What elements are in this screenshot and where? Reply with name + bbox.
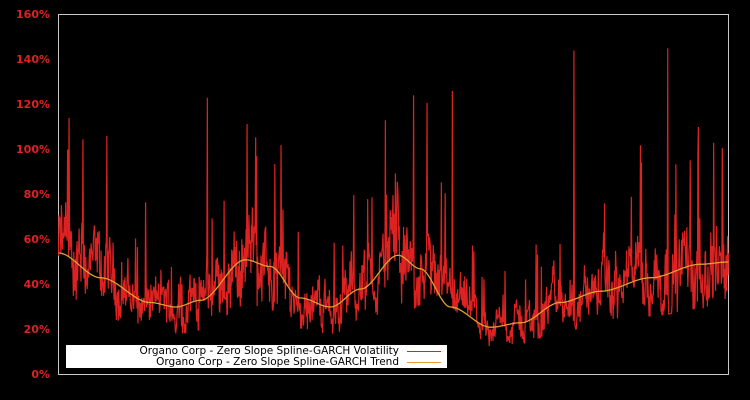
- legend-item-volatility: Organo Corp - Zero Slope Spline-GARCH Vo…: [139, 345, 441, 357]
- trend-series: [58, 252, 729, 328]
- y-tick-label: 40%: [23, 277, 50, 291]
- legend-item-trend: Organo Corp - Zero Slope Spline-GARCH Tr…: [156, 356, 441, 368]
- y-tick-label: 160%: [16, 7, 50, 21]
- plot-area: [58, 14, 729, 375]
- y-tick-label: 80%: [23, 187, 50, 201]
- y-tick-label: 140%: [16, 52, 50, 66]
- legend-label-trend: Organo Corp - Zero Slope Spline-GARCH Tr…: [156, 356, 399, 368]
- y-tick-label: 100%: [16, 142, 50, 156]
- legend-swatch-volatility: [407, 350, 441, 352]
- legend-label-volatility: Organo Corp - Zero Slope Spline-GARCH Vo…: [139, 345, 399, 357]
- volatility-series: [57, 48, 730, 347]
- y-tick-label: 120%: [16, 97, 50, 111]
- y-tick-label: 20%: [23, 322, 50, 336]
- legend-swatch-trend: [407, 361, 441, 363]
- y-tick-label: 60%: [23, 232, 50, 246]
- y-tick-label: 0%: [31, 367, 50, 381]
- legend: Organo Corp - Zero Slope Spline-GARCH Vo…: [66, 345, 447, 368]
